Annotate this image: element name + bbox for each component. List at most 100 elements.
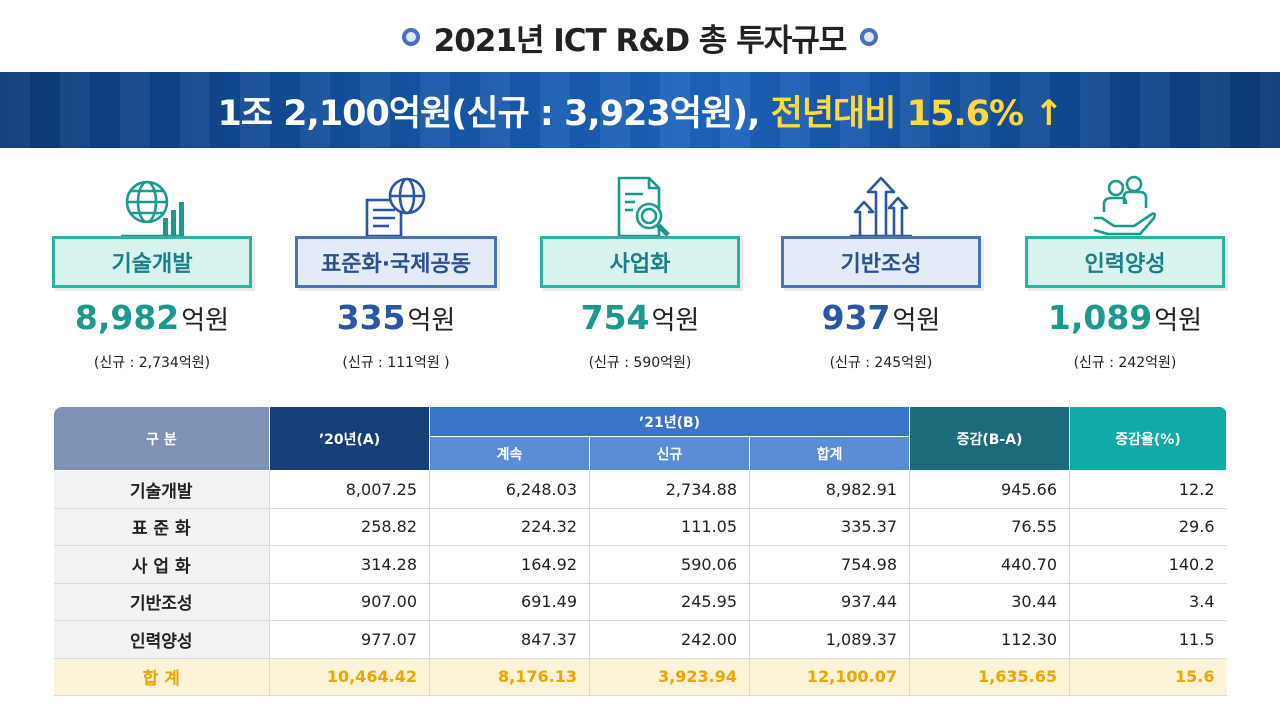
total-continuing: 8,176.13 bbox=[429, 658, 590, 696]
category-label: 사업화 bbox=[540, 236, 740, 288]
cell-new: 245.95 bbox=[589, 583, 750, 621]
category-card: 사업화 754억원 (신규 : 590억원) bbox=[540, 170, 740, 385]
category-amount: 754억원 bbox=[500, 298, 780, 337]
globe-document-icon bbox=[365, 177, 426, 238]
page-title: 2021년 ICT R&D 총 투자규모 bbox=[433, 22, 848, 59]
category-card: 기반조성 937억원 (신규 : 245억원) bbox=[781, 170, 981, 385]
total-sum: 12,100.07 bbox=[749, 658, 910, 696]
cell-continuing: 164.92 bbox=[429, 545, 590, 584]
growth-arrows-icon bbox=[850, 176, 912, 238]
category-new-amount: (신규 : 242억원) bbox=[1073, 355, 1177, 371]
amount-number: 8,982 bbox=[74, 298, 180, 337]
cell-new: 111.05 bbox=[589, 508, 750, 546]
amount-number: 1,089 bbox=[1047, 298, 1153, 337]
category-new-amount: (신규 : 245억원) bbox=[829, 355, 933, 371]
amount-number: 937 bbox=[821, 298, 891, 337]
cell-new: 590.06 bbox=[589, 545, 750, 584]
cell-continuing: 224.32 bbox=[429, 508, 590, 546]
row-name: 표 준 화 bbox=[53, 508, 270, 546]
header-sum: 합계 bbox=[749, 436, 910, 471]
row-name: 기반조성 bbox=[53, 583, 270, 621]
cell-2020: 314.28 bbox=[269, 545, 430, 584]
header-rate: 증감율(%) bbox=[1069, 406, 1227, 471]
amount-unit: 억원 bbox=[181, 306, 230, 336]
total-new: 3,923.94 bbox=[589, 658, 750, 696]
title-row: 2021년 ICT R&D 총 투자규모 bbox=[0, 0, 1280, 74]
cell-sum: 335.37 bbox=[749, 508, 910, 546]
summary-banner: 1조 2,100억원(신규 : 3,923억원), 전년대비 15.6% ↑ bbox=[0, 72, 1280, 148]
amount-unit: 억원 bbox=[892, 306, 941, 336]
category-cards: 기술개발 8,982억원 (신규 : 2,734억원) 표준화·국제공동 335… bbox=[0, 170, 1280, 390]
category-amount: 1,089억원 bbox=[985, 298, 1265, 337]
cell-rate: 29.6 bbox=[1069, 508, 1227, 546]
amount-number: 335 bbox=[336, 298, 406, 337]
globe-chart-icon bbox=[121, 180, 184, 238]
header-2021: ’21년(B) bbox=[429, 406, 910, 437]
total-row: 합 계 10,464.42 8,176.13 3,923.94 12,100.0… bbox=[53, 658, 1227, 696]
category-label: 기술개발 bbox=[52, 236, 252, 288]
category-new-amount: (신규 : 2,734억원) bbox=[93, 355, 211, 371]
amount-unit: 억원 bbox=[651, 306, 700, 336]
header-continuing: 계속 bbox=[429, 436, 590, 471]
category-card: 기술개발 8,982억원 (신규 : 2,734억원) bbox=[52, 170, 252, 385]
cell-diff: 76.55 bbox=[909, 508, 1070, 546]
cell-rate: 140.2 bbox=[1069, 545, 1227, 584]
cell-2020: 8,007.25 bbox=[269, 470, 430, 509]
cell-2020: 907.00 bbox=[269, 583, 430, 621]
cell-diff: 945.66 bbox=[909, 470, 1070, 509]
cell-rate: 3.4 bbox=[1069, 583, 1227, 621]
cell-sum: 937.44 bbox=[749, 583, 910, 621]
total-2020: 10,464.42 bbox=[269, 658, 430, 696]
category-label: 표준화·국제공동 bbox=[295, 236, 497, 288]
header-diff: 증감(B-A) bbox=[909, 406, 1070, 471]
table-row: 표 준 화 258.82 224.32 111.05 335.37 76.55 … bbox=[53, 508, 1227, 546]
cell-new: 2,734.88 bbox=[589, 470, 750, 509]
category-card: 인력양성 1,089억원 (신규 : 242억원) bbox=[1025, 170, 1225, 385]
amount-unit: 억원 bbox=[1154, 306, 1203, 336]
category-amount: 335억원 bbox=[256, 298, 536, 337]
cell-diff: 440.70 bbox=[909, 545, 1070, 584]
table-row: 사 업 화 314.28 164.92 590.06 754.98 440.70… bbox=[53, 545, 1227, 584]
category-amount: 8,982억원 bbox=[12, 298, 292, 337]
category-amount: 937억원 bbox=[741, 298, 1021, 337]
people-hand-icon bbox=[1093, 175, 1156, 236]
row-name: 사 업 화 bbox=[53, 545, 270, 584]
ring-bullet-icon bbox=[860, 28, 879, 46]
row-name: 인력양성 bbox=[53, 620, 270, 659]
amount-unit: 억원 bbox=[407, 306, 456, 336]
header-new: 신규 bbox=[589, 436, 750, 471]
total-name: 합 계 bbox=[53, 658, 270, 696]
cell-continuing: 691.49 bbox=[429, 583, 590, 621]
header-gubun: 구 분 bbox=[53, 406, 270, 471]
banner-text: 1조 2,100억원(신규 : 3,923억원), 전년대비 15.6% ↑ bbox=[217, 85, 1064, 136]
banner-highlight: 전년대비 15.6% ↑ bbox=[770, 93, 1064, 134]
category-label: 인력양성 bbox=[1025, 236, 1225, 288]
cell-2020: 977.07 bbox=[269, 620, 430, 659]
category-card: 표준화·국제공동 335억원 (신규 : 111억원 ) bbox=[295, 170, 497, 385]
total-diff: 1,635.65 bbox=[909, 658, 1070, 696]
cell-sum: 754.98 bbox=[749, 545, 910, 584]
category-new-amount: (신규 : 590억원) bbox=[588, 355, 692, 371]
cell-rate: 11.5 bbox=[1069, 620, 1227, 659]
cell-sum: 8,982.91 bbox=[749, 470, 910, 509]
cell-new: 242.00 bbox=[589, 620, 750, 659]
ring-bullet-icon bbox=[401, 28, 420, 46]
table-row: 기술개발 8,007.25 6,248.03 2,734.88 8,982.91… bbox=[53, 470, 1227, 509]
row-name: 기술개발 bbox=[53, 470, 270, 509]
total-rate: 15.6 bbox=[1069, 658, 1227, 696]
amount-number: 754 bbox=[580, 298, 650, 337]
cell-diff: 30.44 bbox=[909, 583, 1070, 621]
cell-sum: 1,089.37 bbox=[749, 620, 910, 659]
cell-2020: 258.82 bbox=[269, 508, 430, 546]
investment-table: 구 분 ’20년(A) ’21년(B) 증감(B-A) 증감율(%) 계속 신규… bbox=[53, 406, 1227, 696]
banner-main: 1조 2,100억원(신규 : 3,923억원), bbox=[217, 93, 771, 134]
document-search-icon bbox=[617, 176, 670, 238]
table-row: 기반조성 907.00 691.49 245.95 937.44 30.44 3… bbox=[53, 583, 1227, 621]
table-row: 인력양성 977.07 847.37 242.00 1,089.37 112.3… bbox=[53, 620, 1227, 659]
cell-rate: 12.2 bbox=[1069, 470, 1227, 509]
category-label: 기반조성 bbox=[781, 236, 981, 288]
category-new-amount: (신규 : 111억원 ) bbox=[342, 355, 450, 371]
cell-continuing: 6,248.03 bbox=[429, 470, 590, 509]
cell-diff: 112.30 bbox=[909, 620, 1070, 659]
header-2020: ’20년(A) bbox=[269, 406, 430, 471]
